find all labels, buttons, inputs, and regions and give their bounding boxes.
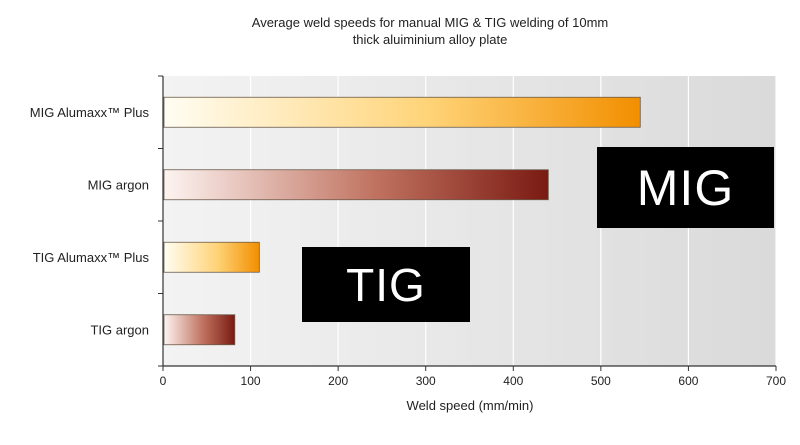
x-tick-label: 200 <box>328 374 348 388</box>
bar <box>163 96 641 128</box>
bar <box>163 241 260 273</box>
y-category-label: MIG Alumaxx™ Plus <box>30 105 150 120</box>
bar <box>163 169 549 201</box>
chart-title-line-1: Average weld speeds for manual MIG & TIG… <box>251 15 609 30</box>
chart-title: Average weld speeds for manual MIG & TIG… <box>200 14 660 48</box>
bar <box>163 314 236 346</box>
x-tick-label: 400 <box>503 374 523 388</box>
chart-title-line-2: thick aluiminium alloy plate <box>352 32 508 47</box>
x-tick-label: 500 <box>591 374 611 388</box>
x-tick-label: 700 <box>766 374 786 388</box>
x-tick-label: 600 <box>678 374 698 388</box>
y-category-label: TIG Alumaxx™ Plus <box>33 250 150 265</box>
x-tick-label: 300 <box>416 374 436 388</box>
tig-callout: TIG <box>302 247 470 322</box>
y-category-label: MIG argon <box>88 177 149 192</box>
y-category-label: TIG argon <box>90 322 149 337</box>
x-axis-label: Weld speed (mm/min) <box>406 398 534 413</box>
x-tick-label: 100 <box>241 374 261 388</box>
mig-callout: MIG <box>597 147 774 228</box>
x-tick-label: 0 <box>160 374 167 388</box>
